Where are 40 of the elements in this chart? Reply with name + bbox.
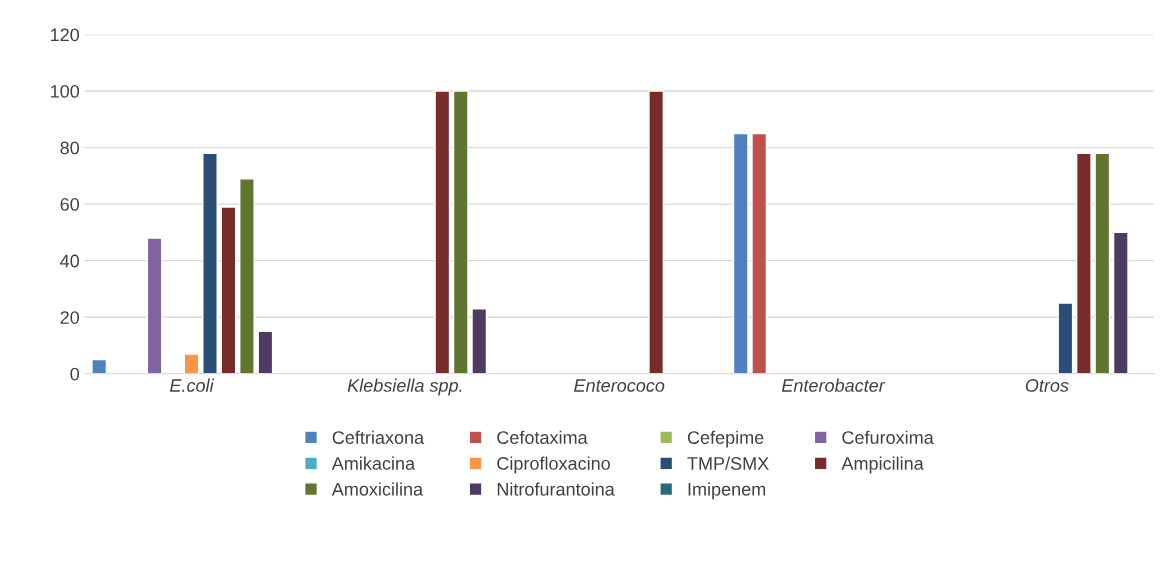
legend-label: Cefuroxima	[842, 430, 934, 444]
y-tick-label: 80	[60, 141, 80, 155]
bar	[648, 90, 665, 374]
legend-label: Amikacina	[331, 456, 416, 470]
y-tick-label: 20	[60, 311, 80, 324]
y-tick-label: 120	[50, 28, 80, 42]
x-tick-label: Enterobacter	[781, 378, 886, 392]
y-tick-label: 100	[50, 84, 80, 98]
bar	[732, 132, 749, 374]
x-tick-label: Klebsiella spp.	[347, 378, 462, 396]
y-tick-label: 0	[70, 367, 80, 381]
legend-label: Amoxicilina	[331, 482, 424, 496]
bar	[1075, 152, 1092, 374]
bar	[1057, 302, 1074, 374]
bar	[91, 358, 108, 374]
bar	[1112, 231, 1129, 374]
y-tick-label: 40	[60, 254, 80, 268]
legend-label: TMP/SMX	[687, 456, 769, 470]
bar	[146, 237, 163, 374]
x-tick-label: Enterococo	[574, 379, 665, 392]
bar	[257, 330, 274, 374]
legend-label: Ampicilina	[841, 456, 924, 474]
bar	[471, 308, 488, 374]
bar	[220, 206, 237, 374]
bar	[239, 177, 255, 374]
bar	[751, 132, 768, 374]
x-tick-label: E.coli	[170, 378, 215, 392]
x-tick-label: Otros	[1025, 379, 1069, 392]
legend-label: Ceftriaxona	[332, 430, 425, 444]
bar	[434, 90, 451, 374]
legend-label: Nitrofurantoina	[497, 482, 615, 496]
bar	[202, 152, 218, 374]
legend-label: Imipenem	[688, 482, 766, 500]
legend-label: Cefepime	[687, 430, 764, 448]
bar	[1094, 152, 1111, 374]
legend-label: Cefotaxima	[497, 430, 588, 444]
legend-label: Ciprofloxacino	[497, 456, 610, 474]
y-tick-label: 60	[60, 198, 80, 211]
bar	[452, 90, 469, 374]
bar	[183, 353, 200, 374]
